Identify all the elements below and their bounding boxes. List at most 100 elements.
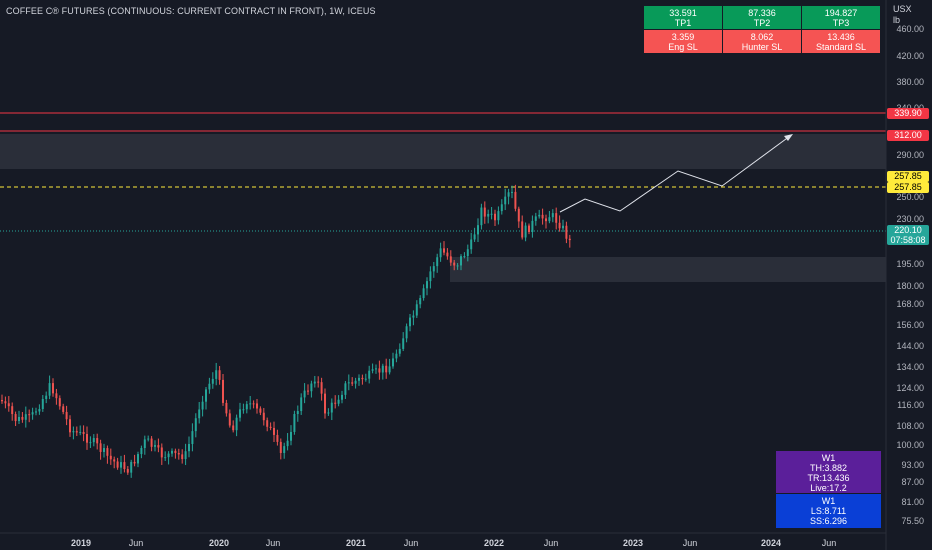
candle-body [562,225,564,229]
candle-body [415,304,418,316]
candle-body [126,469,129,473]
candle-body [133,461,136,464]
price-label-257-b: 257.85 [887,182,929,193]
time-tick: 2021 [345,538,367,548]
price-label-257-a: 257.85 [887,171,929,182]
candle-body [249,403,252,405]
price-tick: 168.00 [896,299,924,309]
candle-body [79,431,82,433]
price-label-339: 339.90 [887,108,929,119]
candle-body [242,409,245,411]
candle-body [412,315,415,318]
candle-body [385,365,388,373]
time-tick: 2019 [70,538,92,548]
stats-box-2-timeframe: W1 [821,496,836,506]
price-label-312: 312.00 [887,130,929,141]
tp2-label: TP2 [753,17,771,28]
standard-sl-value: 13.436 [827,31,855,42]
candle-body [565,225,568,239]
standard-sl-label: Standard SL [815,41,867,52]
tp2-value: 87.336 [748,7,776,18]
candle-body [466,249,469,257]
price-tick: 100.00 [896,440,924,450]
hunter-sl-cell: 8.062 Hunter SL [723,30,801,53]
candle-body [511,191,513,193]
candle-body [358,377,360,381]
candle-body [405,326,408,339]
candle-body [147,438,150,440]
candle-body [341,394,343,400]
candle-body [351,382,354,384]
time-tick: Jun [128,538,144,548]
stats-box-threshold: W1 TH:3.882 TR:13.436 Live:17.2 [776,451,881,493]
candle-body [52,383,54,394]
candle-body [419,298,422,305]
candle-body [398,348,401,354]
price-tick: 420.00 [896,51,924,61]
candle-body [368,370,371,379]
candle-body [453,262,456,266]
candle-body [528,225,530,232]
candle-body [7,403,10,407]
candle-body [130,461,133,473]
candle-body [24,414,27,420]
price-tick: 144.00 [896,341,924,351]
hunter-sl-label: Hunter SL [741,41,783,52]
candle-body [337,399,340,404]
candle-body [517,208,520,222]
candle-body [154,445,156,447]
candle-body [443,248,445,253]
price-tick: 380.00 [896,77,924,87]
candle-body [72,431,75,433]
candle-body [41,399,44,409]
candle-body [439,248,442,258]
candle-body [191,431,194,444]
tp1-cell: 33.591 TP1 [644,6,722,29]
candle-body [4,401,7,404]
candle-body [266,420,269,427]
candle-body [534,216,537,221]
stats-box-2-ls: LS:8.711 [810,506,847,516]
stats-box-1-th: TH:3.882 [809,463,848,473]
candle-body [11,406,14,415]
candle-body [75,431,78,433]
candle-body [222,379,224,403]
stats-box-1-tr: TR:13.436 [807,473,850,483]
demand-zone [450,257,886,282]
tp3-cell: 194.827 TP3 [802,6,880,29]
candle-body [256,403,258,409]
candle-body [99,443,102,452]
price-tick: 290.00 [896,150,924,160]
candle-body [198,409,201,419]
time-tick: 2023 [622,538,644,548]
candle-body [555,213,558,223]
candle-body [208,383,211,390]
candle-body [259,408,262,413]
candle-body [409,317,411,327]
candle-body [116,461,119,468]
projection-arrowhead [784,134,793,141]
candle-body [252,403,255,405]
candle-body [422,288,425,299]
candle-body [347,382,350,384]
candle-body [477,225,479,235]
candle-body [290,431,292,441]
candle-body [120,462,122,468]
candle-body [354,380,357,384]
candle-body [436,257,439,267]
candle-body [324,393,326,414]
stoploss-row: 3.359 Eng SL 8.062 Hunter SL 13.436 Standar… [644,30,880,53]
candle-body [446,252,449,257]
price-tick: 124.00 [896,383,924,393]
candle-body [69,419,71,433]
candle-body [432,266,435,272]
candle-body [514,191,517,209]
tp2-cell: 87.336 TP2 [723,6,801,29]
candle-body [545,218,547,222]
candle-body [28,414,31,416]
stats-box-2-ss: SS:6.296 [809,516,848,526]
time-tick: 2022 [483,538,505,548]
candle-body [225,402,228,414]
eng-sl-cell: 3.359 Eng SL [644,30,722,53]
